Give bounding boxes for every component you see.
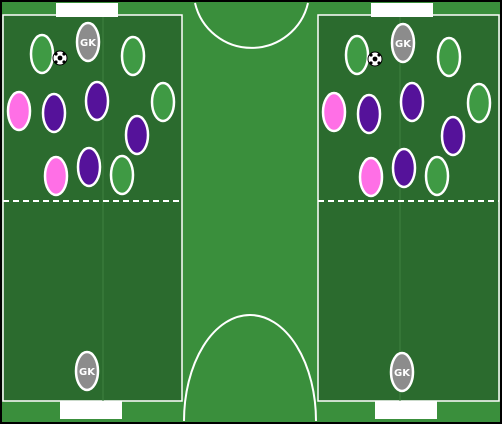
player-purple [440,115,466,157]
player-green [344,34,370,76]
player-pink [6,90,32,132]
player-green [150,81,176,123]
soccer-ball-icon [52,50,68,66]
player-pink [358,156,384,198]
player-green [109,154,135,196]
player-purple [399,81,425,123]
player-pink [43,155,69,197]
bottom-center-arc [183,314,317,422]
player-purple [41,92,67,134]
top-center-arc [194,2,309,49]
player-purple [84,80,110,122]
goalkeeper-label: GK [80,38,97,49]
right-top-goal [371,3,433,17]
goalkeeper-label: GK [395,39,412,50]
player-purple [124,114,150,156]
goalkeeper-label: GK [394,368,411,379]
left-top-goal [56,3,118,17]
soccer-ball-icon [367,51,383,67]
goalkeeper-token: GK [389,351,415,393]
goalkeeper-token: GK [75,21,101,63]
player-green [120,35,146,77]
player-purple [391,147,417,189]
goalkeeper-label: GK [79,367,96,378]
left-bottom-goal [60,401,122,419]
right-bottom-goal [375,401,437,419]
player-purple [356,93,382,135]
player-green [466,82,492,124]
player-green [424,155,450,197]
player-green [29,33,55,75]
left-zone [2,14,183,402]
player-purple [76,146,102,188]
right-zone [317,14,500,402]
player-pink [321,91,347,133]
goalkeeper-token: GK [74,350,100,392]
goalkeeper-token: GK [390,22,416,64]
player-green [436,36,462,78]
